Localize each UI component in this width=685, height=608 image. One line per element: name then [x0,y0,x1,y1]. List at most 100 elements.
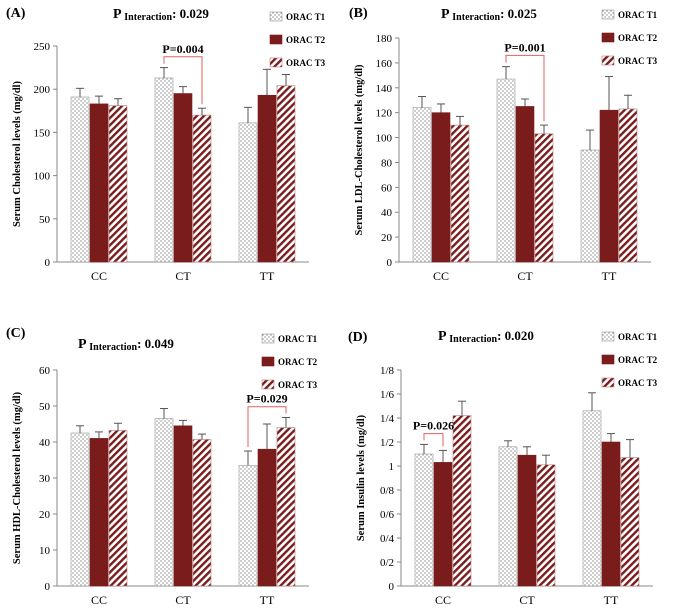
y-tick-label: 1/8 [380,365,395,377]
y-tick-label: 180 [376,33,393,45]
y-tick-label: 140 [376,83,393,95]
bar-orac-t3-tt [276,85,296,263]
interaction-subscript: Interaction [89,342,137,353]
x-tick-label: CC [91,593,107,607]
y-tick-label: 100 [34,171,51,183]
panel-label: (B) [349,6,368,21]
panel-label: (C) [6,326,26,341]
bar-orac-t1-tt [238,465,258,587]
interaction-value: : 0.029 [172,6,209,21]
legend-label-t2: ORAC T2 [286,35,326,45]
legend-swatch-t3 [269,57,283,68]
legend-label-t1: ORAC T1 [618,10,658,20]
y-tick-label: 40 [39,437,51,449]
bar-orac-t1-ct [154,418,174,587]
legend-swatch-t2 [601,354,615,365]
bar-orac-t2-ct [173,93,193,263]
legend-label-t3: ORAC T3 [618,378,658,388]
y-axis-label: Serum HDL-Cholesterol levels (mg/dl) [12,391,23,564]
bar-orac-t1-cc [414,453,434,587]
significance-label: P=0.001 [504,40,545,54]
y-tick-label: 50 [39,401,51,413]
bar-orac-t3-ct [192,439,212,587]
legend-label-t2: ORAC T2 [618,33,658,43]
y-tick-label: 0/4 [380,533,395,545]
y-tick-label: 50 [39,214,51,226]
interaction-p-value: P Interaction: 0.029 [113,6,209,23]
interaction-p-value: P Interaction: 0.049 [78,336,174,353]
bar-orac-t1-cc [412,107,432,263]
y-axis-label: Serum Cholesterol levels (mg/dl) [12,81,23,227]
interaction-subscript: Interaction [449,334,497,345]
y-tick-label: 120 [376,108,393,120]
bar-orac-t2-tt [257,448,277,587]
x-tick-label: CT [517,269,533,283]
y-tick-label: 0 [45,581,51,593]
chart-panel-a: (A) P Interaction: 0.029 Serum Cholesterol… [6,6,326,283]
legend-swatch-t1 [601,9,615,20]
x-tick-label: CC [433,269,449,283]
y-tick-label: 150 [34,127,51,139]
legend-swatch-t3 [601,55,615,66]
bar-orac-t2-cc [89,438,109,587]
bar-orac-t2-ct [173,425,193,587]
interaction-value: : 0.020 [497,328,534,343]
y-tick-label: 1/4 [380,413,395,425]
bar-orac-t1-cc [70,96,90,263]
interaction-p-value: P Interaction: 0.020 [438,328,534,345]
significance-bracket [247,406,287,447]
x-tick-label: TT [260,269,275,283]
y-tick-label: 20 [381,232,393,244]
y-tick-label: 0/2 [380,557,394,569]
bar-orac-t1-ct [498,446,518,587]
legend-swatch-t1 [269,11,283,22]
significance-label: P=0.029 [246,392,287,406]
chart-panel-c: (C) P Interaction: 0.049 Serum HDL-Cholest… [6,326,318,607]
legend-swatch-t2 [601,32,615,43]
interaction-prefix: P [78,337,89,352]
x-tick-label: CT [519,593,535,607]
legend-label-t3: ORAC T3 [278,380,318,390]
bar-orac-t1-tt [238,122,258,263]
legend-swatch-t1 [601,331,615,342]
y-tick-label: 20 [39,509,51,521]
legend-label-t3: ORAC T3 [618,56,658,66]
panel-label: (A) [6,6,26,21]
x-tick-label: TT [260,593,275,607]
y-tick-label: 30 [39,473,51,485]
y-tick-label: 0/8 [380,485,395,497]
y-tick-label: 80 [381,157,393,169]
y-tick-label: 60 [381,182,393,194]
y-tick-label: 200 [34,84,51,96]
y-axis-label: Serum LDL-Cholesterol levels (mg/dl) [354,64,365,235]
y-tick-label: 0 [389,581,395,593]
bar-orac-t3-tt [620,457,640,587]
interaction-value: : 0.049 [137,336,174,351]
legend-swatch-t2 [261,356,275,367]
interaction-p-value: P Interaction: 0.025 [441,6,537,23]
bar-orac-t3-cc [108,105,128,263]
significance-label: P=0.026 [413,419,454,433]
x-tick-label: CC [435,593,451,607]
bar-orac-t1-cc [70,432,90,587]
bar-orac-t2-tt [601,441,621,587]
y-tick-label: 1/2 [380,437,394,449]
legend-label-t1: ORAC T1 [618,332,658,342]
bar-orac-t3-cc [450,124,470,263]
y-tick-label: 0/6 [380,509,395,521]
legend-label-t2: ORAC T2 [618,355,658,365]
x-tick-label: TT [602,269,617,283]
x-tick-label: TT [604,593,619,607]
bar-orac-t2-cc [89,103,109,263]
bar-orac-t2-tt [257,94,277,263]
legend-label-t3: ORAC T3 [286,58,326,68]
legend-label-t2: ORAC T2 [278,357,318,367]
interaction-prefix: P [438,329,449,344]
legend-swatch-t2 [269,34,283,45]
panel-label: (D) [348,330,368,345]
bar-orac-t3-ct [192,114,212,263]
significance-bracket [505,54,545,122]
legend-swatch-t3 [261,379,275,390]
interaction-prefix: P [441,7,452,22]
